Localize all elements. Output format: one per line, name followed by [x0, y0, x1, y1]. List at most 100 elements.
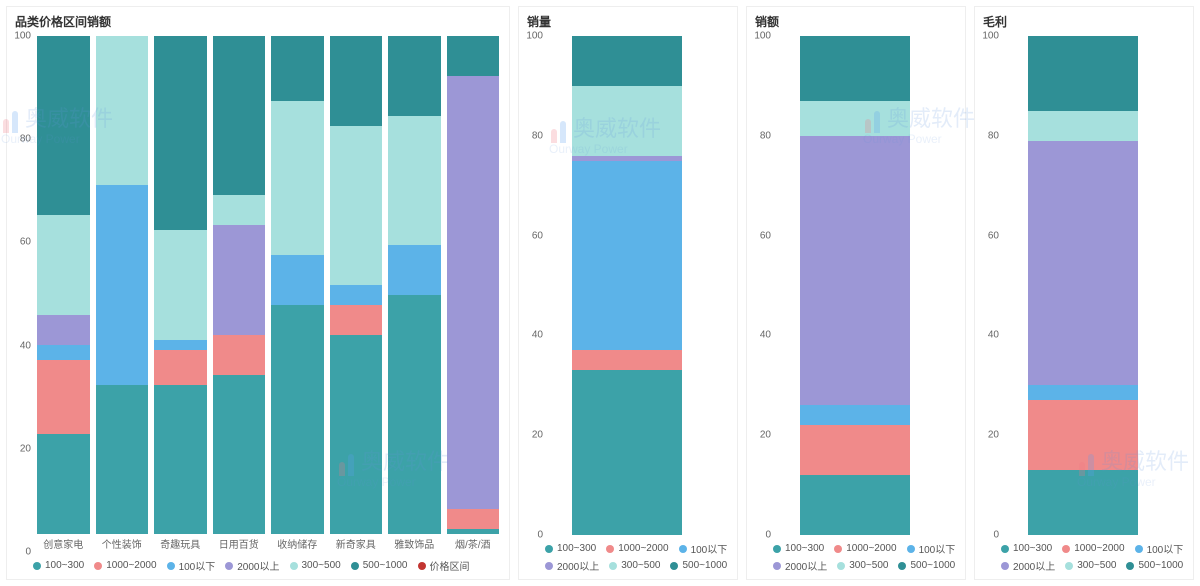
- bar-segment-500_1000[interactable]: [271, 36, 324, 101]
- bar-segment-300_500[interactable]: [388, 116, 441, 245]
- legend-swatch: [545, 562, 553, 570]
- bar-segment-500_1000[interactable]: [213, 36, 266, 195]
- bar-segment-1000_2000[interactable]: [447, 509, 500, 529]
- bar-segment-100below[interactable]: [96, 185, 149, 384]
- legend-label: 100~300: [45, 560, 84, 571]
- bar-segment-500_1000[interactable]: [330, 36, 383, 126]
- bar-segment-300_500[interactable]: [1028, 111, 1138, 141]
- legend-item-300_500[interactable]: 300~500: [1065, 558, 1116, 573]
- legend-item-price_range[interactable]: 价格区间: [418, 558, 470, 573]
- bar-segment-2000above[interactable]: [37, 315, 90, 345]
- bar-segment-1000_2000[interactable]: [800, 425, 910, 475]
- bar-segment-300_500[interactable]: [330, 126, 383, 285]
- bar-segment-500_1000[interactable]: [154, 36, 207, 230]
- legend-item-100below[interactable]: 100以下: [679, 541, 728, 556]
- legend-item-100_300[interactable]: 100~300: [1001, 541, 1052, 556]
- y-tick: 0: [751, 530, 771, 541]
- bar-segment-1000_2000[interactable]: [1028, 400, 1138, 470]
- legend-label: 300~500: [302, 560, 341, 571]
- legend-label: 300~500: [849, 560, 888, 571]
- legend-swatch: [1065, 562, 1073, 570]
- bar-segment-2000above[interactable]: [800, 136, 910, 405]
- bar-segment-300_500[interactable]: [213, 195, 266, 225]
- bar-segment-100_300[interactable]: [154, 385, 207, 534]
- legend-item-2000above[interactable]: 2000以上: [773, 558, 827, 573]
- bar-segment-100below[interactable]: [37, 345, 90, 360]
- legend-item-500_1000[interactable]: 500~1000: [351, 558, 408, 573]
- bar-segment-300_500[interactable]: [96, 36, 149, 185]
- legend-item-100_300[interactable]: 100~300: [33, 558, 84, 573]
- legend-item-2000above[interactable]: 2000以上: [225, 558, 279, 573]
- bar-segment-100below[interactable]: [330, 285, 383, 305]
- bar-segment-100below[interactable]: [1028, 385, 1138, 400]
- bar-segment-300_500[interactable]: [572, 86, 682, 156]
- legend-item-1000_2000[interactable]: 1000~2000: [94, 558, 156, 573]
- legend-item-100below[interactable]: 100以下: [907, 541, 956, 556]
- legend-item-2000above[interactable]: 2000以上: [545, 558, 599, 573]
- bar-segment-100below[interactable]: [271, 255, 324, 305]
- legend-item-500_1000[interactable]: 500~1000: [898, 558, 955, 573]
- legend-label: 100以下: [691, 541, 728, 556]
- legend-item-100_300[interactable]: 100~300: [773, 541, 824, 556]
- legend-label: 100以下: [179, 558, 216, 573]
- legend-swatch: [225, 562, 233, 570]
- bar-segment-500_1000[interactable]: [800, 36, 910, 101]
- legend-swatch: [670, 562, 678, 570]
- bar-segment-100below[interactable]: [800, 405, 910, 425]
- bar-segment-1000_2000[interactable]: [330, 305, 383, 335]
- bar-segment-500_1000[interactable]: [572, 36, 682, 86]
- bar-segment-100_300[interactable]: [1028, 470, 1138, 535]
- y-tick: 0: [979, 530, 999, 541]
- bar-segment-300_500[interactable]: [37, 215, 90, 315]
- bar-segment-500_1000[interactable]: [388, 36, 441, 116]
- bar-segment-2000above[interactable]: [447, 76, 500, 509]
- bar-segment-100below[interactable]: [572, 161, 682, 351]
- bar-segment-100_300[interactable]: [447, 529, 500, 534]
- legend-item-100below[interactable]: 100以下: [1135, 541, 1184, 556]
- legend-swatch: [167, 562, 175, 570]
- panel2-title: 销量: [519, 7, 737, 32]
- panel3-chart: 020406080100: [747, 32, 965, 539]
- bar-segment-500_1000[interactable]: [447, 36, 500, 76]
- legend-item-100_300[interactable]: 100~300: [545, 541, 596, 556]
- bar-segment-1000_2000[interactable]: [572, 350, 682, 370]
- bar-segment-300_500[interactable]: [800, 101, 910, 136]
- bar-segment-300_500[interactable]: [271, 101, 324, 255]
- bar-segment-100_300[interactable]: [271, 305, 324, 534]
- bar-segment-500_1000[interactable]: [37, 36, 90, 215]
- bar-segment-1000_2000[interactable]: [154, 350, 207, 385]
- legend-label: 500~1000: [363, 560, 408, 571]
- bar-segment-100_300[interactable]: [388, 295, 441, 534]
- bar-segment-100below[interactable]: [388, 245, 441, 295]
- bar-segment-100_300[interactable]: [37, 434, 90, 534]
- bar-segment-100_300[interactable]: [330, 335, 383, 534]
- legend-item-1000_2000[interactable]: 1000~2000: [606, 541, 668, 556]
- legend-label: 100以下: [1147, 541, 1184, 556]
- legend-label: 1000~2000: [846, 543, 896, 554]
- bar-segment-1000_2000[interactable]: [213, 335, 266, 375]
- bar-segment-100below[interactable]: [154, 340, 207, 350]
- bar-segment-100_300[interactable]: [213, 375, 266, 534]
- legend-swatch: [837, 562, 845, 570]
- legend-item-500_1000[interactable]: 500~1000: [670, 558, 727, 573]
- legend-item-300_500[interactable]: 300~500: [837, 558, 888, 573]
- legend-label: 500~1000: [1138, 560, 1183, 571]
- legend-item-2000above[interactable]: 2000以上: [1001, 558, 1055, 573]
- legend-swatch: [94, 562, 102, 570]
- bar-segment-100_300[interactable]: [800, 475, 910, 535]
- bar-segment-2000above[interactable]: [213, 225, 266, 335]
- bar-segment-100_300[interactable]: [572, 370, 682, 535]
- legend-item-500_1000[interactable]: 500~1000: [1126, 558, 1183, 573]
- panel1-bars: [37, 36, 499, 534]
- bar-segment-2000above[interactable]: [1028, 141, 1138, 386]
- bar-segment-1000_2000[interactable]: [37, 360, 90, 435]
- legend-item-100below[interactable]: 100以下: [167, 558, 216, 573]
- panel3-y-axis: 020406080100: [751, 36, 775, 535]
- bar-segment-500_1000[interactable]: [1028, 36, 1138, 111]
- legend-item-300_500[interactable]: 300~500: [609, 558, 660, 573]
- legend-item-1000_2000[interactable]: 1000~2000: [834, 541, 896, 556]
- bar-segment-100_300[interactable]: [96, 385, 149, 534]
- legend-item-300_500[interactable]: 300~500: [290, 558, 341, 573]
- legend-item-1000_2000[interactable]: 1000~2000: [1062, 541, 1124, 556]
- bar-segment-300_500[interactable]: [154, 230, 207, 340]
